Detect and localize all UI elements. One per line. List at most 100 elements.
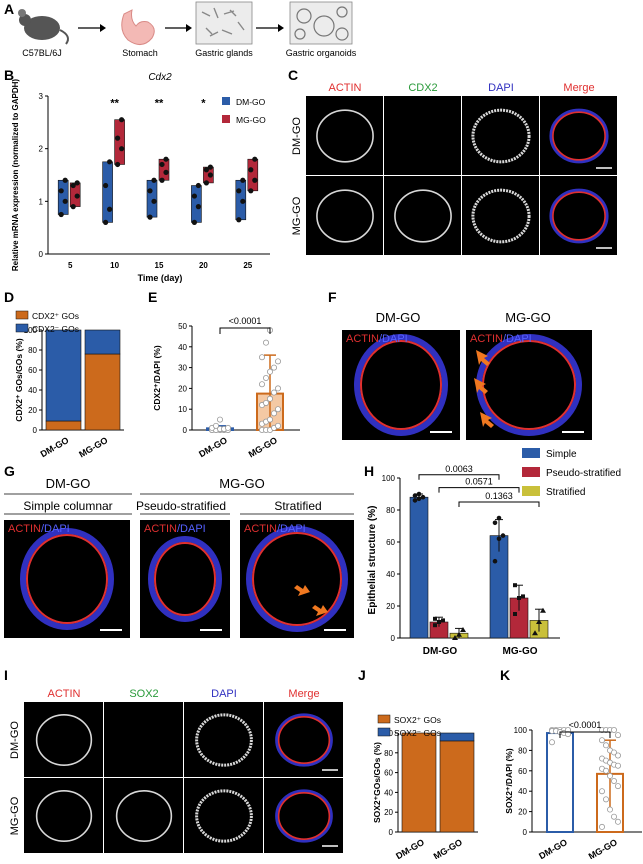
y-axis-title: SOX2⁺GOs/GOs (%) <box>372 742 382 823</box>
arrow-icon <box>480 412 494 428</box>
x-axis-title: Time (day) <box>138 273 183 283</box>
legend-swatch <box>222 97 230 105</box>
data-point <box>517 596 521 600</box>
x-tick-label: MG-GO <box>77 435 109 459</box>
f-dm-actin-ring <box>360 340 442 430</box>
data-point <box>262 399 269 406</box>
data-point <box>191 193 197 199</box>
y-tick-label: 1 <box>39 197 44 206</box>
organoid-ring <box>316 189 374 243</box>
data-point <box>599 737 606 744</box>
overlay-dapi-label: /DAPI <box>177 523 206 535</box>
step-glands-label: Gastric glands <box>195 48 253 58</box>
y-axis-title: SOX2⁺/DAPI (%) <box>504 748 514 814</box>
panel-h-label: H <box>364 463 374 479</box>
y-axis-title: Epithelial structure (%) <box>367 506 378 615</box>
overlay-actin-label: ACTIN <box>8 523 41 535</box>
row-label: DM-GO <box>9 721 21 759</box>
g-simple-nuclei-ring <box>20 528 114 630</box>
y-tick-label: 0 <box>391 634 396 643</box>
data-point <box>412 493 418 498</box>
sox2-column-label: SOX2 <box>129 688 158 700</box>
arrow-icon <box>312 605 328 616</box>
chart-e: 0 10 20 30 40 50 CDX2⁺/DAPI (%) DM-GO MG-GO <0.00… <box>152 316 300 459</box>
data-point <box>603 796 610 803</box>
data-point <box>615 762 622 769</box>
arrow-icon <box>476 350 490 366</box>
p-value-label: 0.0063 <box>445 464 473 474</box>
overlay-actin-label: ACTIN <box>244 523 277 535</box>
dapi-column-label: DAPI <box>211 688 237 700</box>
data-point <box>492 520 498 526</box>
panel-k-label: K <box>500 667 510 683</box>
panel-i-label: I <box>4 667 8 683</box>
y-tick-label: 80 <box>28 346 37 355</box>
y-tick-label: 0 <box>183 426 188 435</box>
arrow-icon <box>474 378 488 394</box>
organoid-ring <box>471 108 531 164</box>
data-point <box>611 749 618 756</box>
data-point <box>615 818 622 825</box>
significance-bracket <box>219 327 271 334</box>
x-tick-label: 20 <box>199 261 208 270</box>
data-point <box>274 385 281 392</box>
y-tick-label: 3 <box>39 92 44 101</box>
x-tick-label: MG-GO <box>432 837 464 859</box>
y-axis-title: Relative mRNA expression (normalized to … <box>11 79 20 272</box>
data-point <box>603 767 610 774</box>
f-title-dm: DM-GO <box>376 310 421 325</box>
x-tick-label: 25 <box>243 261 252 270</box>
chart-b: 0 1 2 3 Cdx2 Relative mRNA expression (normal… <box>11 72 270 283</box>
data-point <box>412 498 418 503</box>
panel-g-label: G <box>4 463 15 479</box>
legend-swatch <box>522 448 540 458</box>
legend-swatch <box>522 467 540 477</box>
data-point <box>456 631 462 637</box>
x-tick-label: 15 <box>155 261 164 270</box>
p-value-label: <0.0001 <box>229 316 262 326</box>
p-value-label: <0.0001 <box>569 720 602 730</box>
stacked-bar-segment <box>84 353 121 431</box>
actin-column-label: ACTIN <box>48 688 81 700</box>
data-point <box>151 198 157 204</box>
x-tick-label: MG-GO <box>503 646 538 657</box>
data-point <box>258 354 265 361</box>
y-tick-label: 2 <box>39 145 44 154</box>
data-point <box>615 732 622 739</box>
g-group-mg: MG-GO <box>219 476 265 491</box>
legend-swatch <box>15 323 29 333</box>
data-point <box>521 594 525 599</box>
y-tick-label: 40 <box>178 343 187 352</box>
y-tick-label: 40 <box>384 788 393 797</box>
data-point <box>565 731 572 738</box>
y-tick-label: 20 <box>178 384 187 393</box>
organoid-actin-ring <box>277 792 331 840</box>
f-dm-nuclei-ring <box>354 334 448 436</box>
cdx2-column-label: CDX2 <box>408 82 437 94</box>
data-point <box>607 806 614 813</box>
g-stratified-nuclei-ring <box>246 526 348 632</box>
data-point <box>115 135 121 141</box>
y-tick-label: 80 <box>384 749 393 758</box>
data-point <box>599 788 606 795</box>
y-tick-label: 0 <box>389 828 394 837</box>
legend-label: SOX2⁺ GOs <box>394 715 441 725</box>
panel-e-label: E <box>148 289 157 305</box>
organoid-ring <box>35 790 93 842</box>
f-title-mg: MG-GO <box>505 310 551 325</box>
cdx2-staining-grid: ACTIN CDX2 DAPI Merge DM-GO MG-GO <box>291 82 617 255</box>
y-tick-label: 30 <box>178 364 187 373</box>
organoid-ring <box>394 189 452 243</box>
organoid-ring <box>195 789 253 843</box>
data-point <box>266 395 273 402</box>
data-point <box>441 618 445 623</box>
y-axis-title: CDX2⁺ GOs/GOs (%) <box>14 338 24 422</box>
organoid-actin-ring <box>552 191 606 241</box>
data-point <box>207 172 213 178</box>
data-point <box>103 182 109 189</box>
data-point <box>240 177 246 183</box>
data-point <box>147 188 153 194</box>
data-point <box>147 214 153 220</box>
